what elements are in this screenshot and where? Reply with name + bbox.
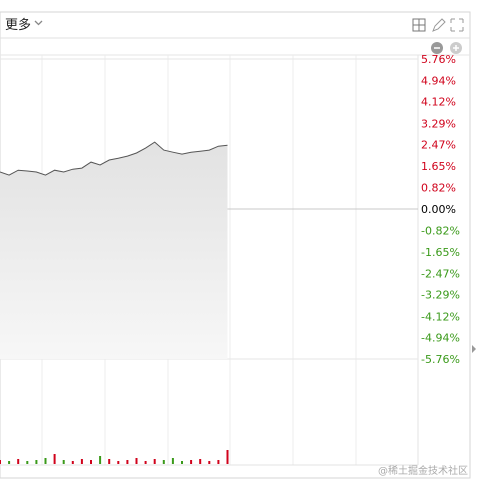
draw-icon[interactable]: [432, 18, 446, 32]
menu-chevron[interactable]: [34, 20, 43, 26]
volume-bar: [208, 461, 211, 464]
volume-bar: [117, 461, 120, 464]
volume-bar: [17, 459, 20, 464]
scroll-arrow[interactable]: [472, 345, 476, 353]
y-tick-label: -0.82%: [421, 224, 460, 237]
y-tick-label: 3.29%: [421, 117, 456, 130]
volume-bar: [8, 461, 11, 464]
menu-label[interactable]: 更多: [5, 17, 31, 33]
volume-bar: [181, 461, 183, 464]
volume-bar: [108, 459, 111, 464]
volume-bar: [126, 460, 129, 464]
y-tick-label: 4.94%: [421, 74, 456, 87]
y-tick-label: -4.94%: [421, 332, 460, 345]
y-tick-label: 5.76%: [421, 53, 456, 66]
volume-bar: [153, 459, 156, 464]
y-tick-label: 0.00%: [421, 203, 456, 216]
volume-bar: [90, 460, 92, 464]
volume-bar: [144, 461, 147, 464]
volume-bar: [99, 456, 102, 464]
fullscreen-icon[interactable]: [450, 18, 464, 32]
volume-bar: [71, 461, 74, 464]
price-line: [0, 141, 228, 176]
volume-bar: [190, 460, 193, 464]
volume-bar: [80, 459, 83, 464]
y-tick-label: 4.12%: [421, 96, 456, 109]
volume-bar: [35, 460, 38, 464]
layout-icon[interactable]: [412, 18, 426, 32]
volume-bar: [162, 460, 165, 464]
y-tick-label: -4.12%: [421, 310, 460, 323]
volume-bar: [135, 458, 138, 464]
volume-bar: [53, 454, 56, 464]
y-tick-label: 0.82%: [421, 182, 456, 195]
zoom-out[interactable]: [431, 42, 443, 54]
area: [0, 142, 228, 359]
watermark: @稀土掘金技术社区: [378, 464, 468, 477]
y-tick-label: -2.47%: [421, 267, 460, 280]
volume-bar: [199, 459, 202, 464]
volume-bar: [171, 458, 174, 464]
volume-bar: [226, 450, 229, 464]
y-tick-label: -5.76%: [421, 353, 460, 366]
volume-bar: [217, 460, 220, 464]
y-tick-label: -3.29%: [421, 289, 460, 302]
volume-bar: [26, 461, 29, 464]
y-tick-label: 2.47%: [421, 139, 456, 152]
volume-bar: [62, 460, 65, 464]
y-tick-label: 1.65%: [421, 160, 456, 173]
y-tick-label: -1.65%: [421, 246, 460, 259]
volume-bar: [44, 458, 47, 464]
zoom-in[interactable]: [450, 42, 462, 54]
volume-bar: [0, 460, 1, 464]
